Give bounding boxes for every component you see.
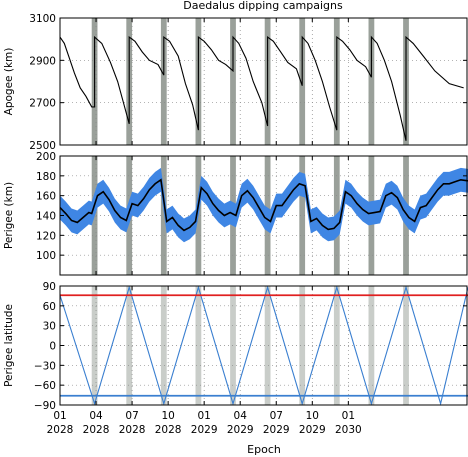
x-tick-label-month: 01 [53,410,66,422]
y-tick-label: 140 [36,211,56,223]
campaign-band [299,156,306,275]
campaign-band [230,18,236,145]
y-tick-label: 2500 [29,140,56,152]
apogee-line [59,35,464,141]
x-tick-label-year: 2028 [83,424,110,436]
campaign-band [160,286,167,405]
campaign-band [195,286,202,405]
x-tick-label-year: 2029 [227,424,254,436]
y-tick-label: 160 [36,191,56,203]
x-tick-label-month: 04 [234,410,248,422]
y-tick-label: 30 [43,321,56,333]
campaign-band [403,286,409,405]
perigee-panel: 100 120 140 160 180 200 Perigee (km) [3,151,468,276]
y-axis-label: Apogee (km) [3,48,15,116]
campaign-band [368,18,375,145]
y-axis-label: Perigee (km) [3,182,15,249]
x-tick-label-month: 10 [306,410,319,422]
apogee-panel: 2500 2700 2900 3100 Apogee (km) [3,13,468,152]
x-axis-label: Epoch [247,443,281,456]
x-tick-label-month: 01 [342,410,355,422]
x-tick-label-year: 2028 [47,424,74,436]
y-tick-label: −60 [34,380,56,392]
latitude-panel: −90 −60 −30 0 30 60 90 Perigee latitude 01 2028 04… [3,281,468,456]
campaign-band [368,286,375,405]
campaign-band [264,286,271,405]
latitude-line [59,285,468,406]
y-tick-label: 100 [36,250,56,262]
y-tick-label: 200 [36,151,56,163]
y-tick-label: 120 [36,230,56,242]
x-tick-label-year: 2029 [191,424,218,436]
chart-title: Daedalus dipping campaigns [183,0,343,12]
x-tick-label-month: 01 [197,410,210,422]
x-tick-label-year: 2029 [299,424,326,436]
y-tick-label: −90 [34,400,56,412]
y-tick-label: 2900 [29,55,56,67]
x-tick-label-month: 07 [270,410,283,422]
campaign-band [91,286,98,405]
campaign-band [299,286,306,405]
x-tick-label-year: 2028 [119,424,146,436]
perigee-line [59,178,468,232]
y-tick-label: 3100 [29,13,56,25]
y-tick-label: 180 [36,171,56,183]
plot-frame [59,17,468,146]
x-tick-label-year: 2030 [335,424,362,436]
y-tick-label: 2700 [29,98,56,110]
campaign-band [160,18,167,145]
y-tick-label: −30 [34,360,56,372]
x-tick-label-year: 2028 [155,424,182,436]
x-tick-label-year: 2029 [263,424,290,436]
y-tick-label: 90 [43,281,56,293]
y-tick-label: 0 [49,341,56,353]
campaign-band [160,156,167,275]
campaign-band [126,286,133,405]
campaign-band [230,286,236,405]
y-axis-label: Perigee latitude [3,304,15,387]
y-tick-label: 60 [43,301,56,313]
x-tick-label-month: 10 [161,410,174,422]
x-tick-label-month: 07 [125,410,138,422]
x-tick-label-month: 04 [89,410,103,422]
